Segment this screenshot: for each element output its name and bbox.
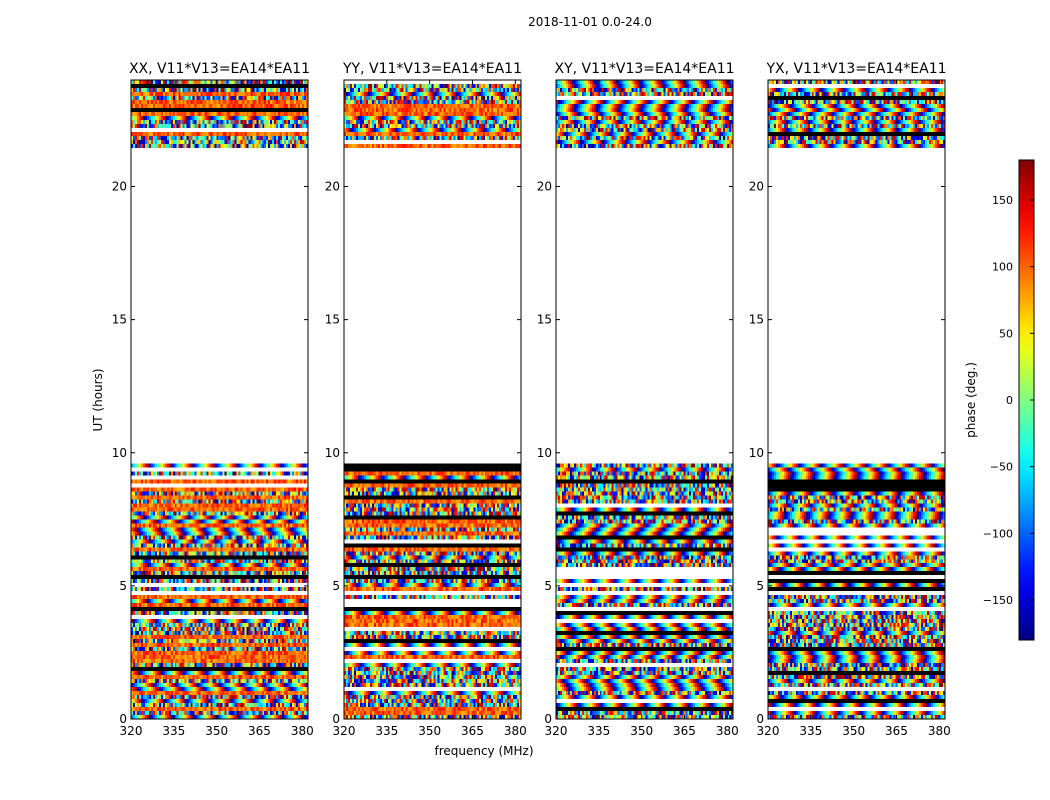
panel-xy: XY, V11*V13=EA14*EA11 320 335 350 365 380 0 5 10…: [537, 61, 739, 738]
y-axis-label: UT (hours): [91, 368, 105, 431]
colorbar-label: phase (deg.): [964, 362, 978, 438]
y-tick-label: 20: [537, 180, 552, 194]
y-tick-label: 15: [112, 313, 127, 327]
x-tick-label: 320: [120, 724, 143, 738]
x-tick-label: 380: [504, 724, 527, 738]
y-tick-label: 10: [537, 446, 552, 460]
x-tick-label: 365: [248, 724, 271, 738]
x-tick-label: 365: [885, 724, 908, 738]
y-tick-label: 5: [332, 579, 340, 593]
y-tick-label: 0: [756, 712, 764, 726]
y-tick-label: 20: [325, 180, 340, 194]
plot-frame: [343, 79, 522, 720]
x-tick-label: 350: [418, 724, 441, 738]
y-tick-label: 0: [119, 712, 127, 726]
plot-frame: [767, 79, 946, 720]
y-tick-label: 20: [749, 180, 764, 194]
panel-yx: YX, V11*V13=EA14*EA11 320 335 350 365 380 0 5 10…: [749, 61, 951, 738]
heatmap-image: [556, 80, 733, 719]
y-tick-label: 0: [332, 712, 340, 726]
panel-title: XY, V11*V13=EA14*EA11: [554, 61, 734, 77]
heatmap-image: [768, 80, 945, 719]
plot-frame: [130, 79, 309, 720]
colorbar-tick-label: −100: [983, 527, 1013, 540]
y-tick-label: 0: [544, 712, 552, 726]
x-tick-label: 365: [673, 724, 696, 738]
x-tick-label: 380: [716, 724, 739, 738]
colorbar-tick-label: −150: [983, 594, 1013, 607]
y-tick-label: 10: [112, 446, 127, 460]
x-tick-label: 380: [928, 724, 951, 738]
colorbar-tick-label: 150: [992, 194, 1013, 207]
y-tick-label: 20: [112, 180, 127, 194]
plot-frame: [555, 79, 734, 720]
x-tick-label: 380: [291, 724, 314, 738]
colorbar-tick-label: −50: [990, 461, 1013, 474]
panel-title: XX, V11*V13=EA14*EA11: [129, 61, 310, 77]
x-tick-label: 350: [630, 724, 653, 738]
x-tick-label: 335: [587, 724, 610, 738]
colorbar-tick-label: 50: [999, 327, 1013, 340]
panel-xx: XX, V11*V13=EA14*EA11 320 335 350 365 380 0 5 10…: [112, 61, 314, 738]
panel-title: YY, V11*V13=EA14*EA11: [342, 61, 522, 77]
x-tick-label: 335: [799, 724, 822, 738]
y-tick-label: 15: [537, 313, 552, 327]
panels-group: XX, V11*V13=EA14*EA11 320 335 350 365 380 0 5 10…: [112, 61, 951, 738]
colorbar-tick-label: 0: [1006, 394, 1013, 407]
colorbar: −150 −100 −50 0 50 100 150: [983, 159, 1035, 641]
y-tick-label: 5: [119, 579, 127, 593]
x-tick-label: 320: [545, 724, 568, 738]
colorbar-tick-label: 100: [992, 261, 1013, 274]
y-tick-label: 15: [325, 313, 340, 327]
x-tick-label: 320: [333, 724, 356, 738]
x-tick-label: 350: [842, 724, 865, 738]
x-tick-label: 350: [205, 724, 228, 738]
panel-yy: YY, V11*V13=EA14*EA11 320 335 350 365 380 0 5 10…: [325, 61, 527, 738]
x-tick-label: 365: [461, 724, 484, 738]
panel-title: YX, V11*V13=EA14*EA11: [765, 61, 946, 77]
figure-suptitle: 2018-11-01 0.0-24.0: [528, 15, 652, 29]
y-tick-label: 15: [749, 313, 764, 327]
x-tick-label: 320: [757, 724, 780, 738]
y-tick-label: 10: [749, 446, 764, 460]
x-tick-label: 335: [375, 724, 398, 738]
heatmap-image: [344, 80, 521, 719]
heatmap-image: [131, 80, 308, 719]
y-tick-label: 5: [544, 579, 552, 593]
y-tick-label: 10: [325, 446, 340, 460]
y-tick-label: 5: [756, 579, 764, 593]
x-tick-label: 335: [162, 724, 185, 738]
x-axis-label: frequency (MHz): [434, 744, 533, 758]
